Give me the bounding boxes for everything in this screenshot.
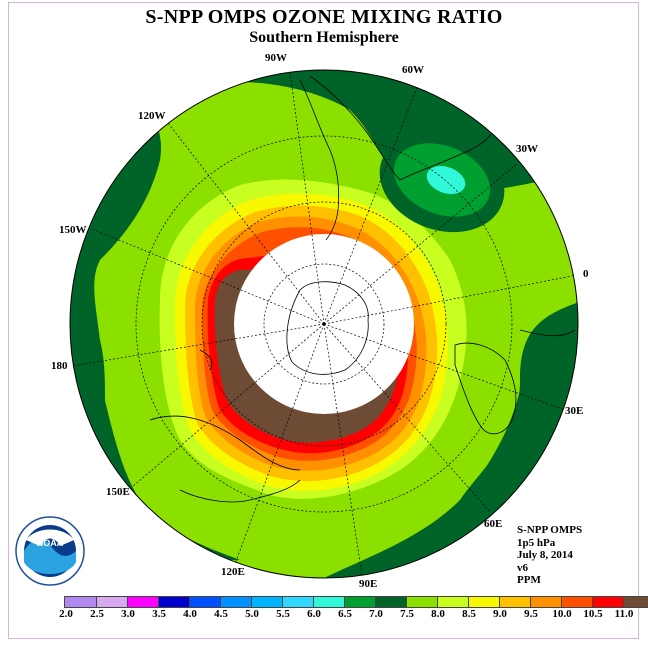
lon-label-120w: 120W	[138, 110, 166, 122]
colorbar-tick-label: 5.5	[276, 608, 290, 620]
colorbar-swatch	[127, 597, 158, 607]
colorbar-tick-label: 9.0	[493, 608, 507, 620]
lon-label-0: 0	[583, 268, 589, 280]
colorbar-swatch	[96, 597, 127, 607]
colorbar-tick-label: 4.5	[214, 608, 228, 620]
lon-label-30w: 30W	[516, 143, 538, 155]
info-block: S-NPP OMPS 1p5 hPa July 8, 2014 v6 PPM	[517, 524, 582, 587]
colorbar-tick-label: 6.0	[307, 608, 321, 620]
lon-label-90w: 90W	[265, 52, 287, 64]
colorbar-tick-label: 5.0	[245, 608, 259, 620]
colorbar-tick-label: 10.0	[552, 608, 572, 620]
colorbar-tick-label: 8.5	[462, 608, 476, 620]
lon-label-30e: 30E	[565, 405, 584, 417]
colorbar-swatch	[65, 597, 96, 607]
colorbar-tick-label: 4.0	[183, 608, 197, 620]
colorbar-swatch	[437, 597, 468, 607]
colorbar-swatch	[375, 597, 406, 607]
colorbar-tick-label: 8.0	[431, 608, 445, 620]
coastlines	[149, 75, 576, 503]
logo-text: NOAA	[37, 538, 64, 548]
colorbar-swatch	[561, 597, 592, 607]
info-date: July 8, 2014	[517, 549, 573, 561]
colorbar-swatch	[313, 597, 344, 607]
colorbar-swatch	[189, 597, 220, 607]
colorbar	[64, 596, 648, 608]
lon-label-150e: 150E	[106, 486, 130, 498]
colorbar-swatch	[499, 597, 530, 607]
colorbar-swatch	[468, 597, 499, 607]
lon-label-180: 180	[51, 360, 68, 372]
colorbar-swatch	[406, 597, 437, 607]
colorbar-tick-label: 9.5	[524, 608, 538, 620]
colorbar-tick-label: 3.0	[121, 608, 135, 620]
colorbar-tick-label: 3.5	[152, 608, 166, 620]
colorbar-swatch	[592, 597, 623, 607]
map-subtitle: Southern Hemisphere	[249, 29, 399, 46]
lon-label-150w: 150W	[59, 224, 87, 236]
south-pole-marker	[322, 322, 326, 326]
info-units: PPM	[517, 574, 541, 586]
colorbar-tick-label: 2.5	[90, 608, 104, 620]
colorbar-tick-label: 7.5	[400, 608, 414, 620]
colorbar-labels: 2.0 2.5 3.0 3.5 4.0 4.5 5.0 5.5 6.0 6.5 7.0 7.5 8.0 8…	[0, 608, 648, 622]
colorbar-swatch	[344, 597, 375, 607]
noaa-logo: NOAA	[15, 516, 85, 586]
map-title: S-NPP OMPS OZONE MIXING RATIO	[145, 6, 503, 28]
lon-label-60e: 60E	[484, 518, 503, 530]
ozone-field	[70, 70, 578, 578]
info-version: v6	[517, 561, 528, 574]
colorbar-swatch	[220, 597, 251, 607]
graticule	[71, 71, 578, 577]
colorbar-swatch	[623, 597, 648, 607]
info-level: 1p5 hPa	[517, 536, 556, 549]
colorbar-tick-label: 6.5	[338, 608, 352, 620]
colorbar-swatch	[530, 597, 561, 607]
lon-label-90e: 90E	[359, 578, 378, 590]
figure-frame	[8, 2, 639, 639]
lon-label-60w: 60W	[402, 64, 424, 76]
lon-label-120e: 120E	[221, 566, 245, 578]
colorbar-tick-label: 7.0	[369, 608, 383, 620]
colorbar-tick-label: 2.0	[59, 608, 73, 620]
colorbar-swatch	[282, 597, 313, 607]
colorbar-swatch	[251, 597, 282, 607]
colorbar-tick-label: 10.5	[583, 608, 603, 620]
colorbar-tick-label: 11.0	[614, 608, 634, 620]
colorbar-swatch	[158, 597, 189, 607]
map-boundary	[69, 69, 579, 579]
info-instrument: S-NPP OMPS	[517, 524, 583, 536]
